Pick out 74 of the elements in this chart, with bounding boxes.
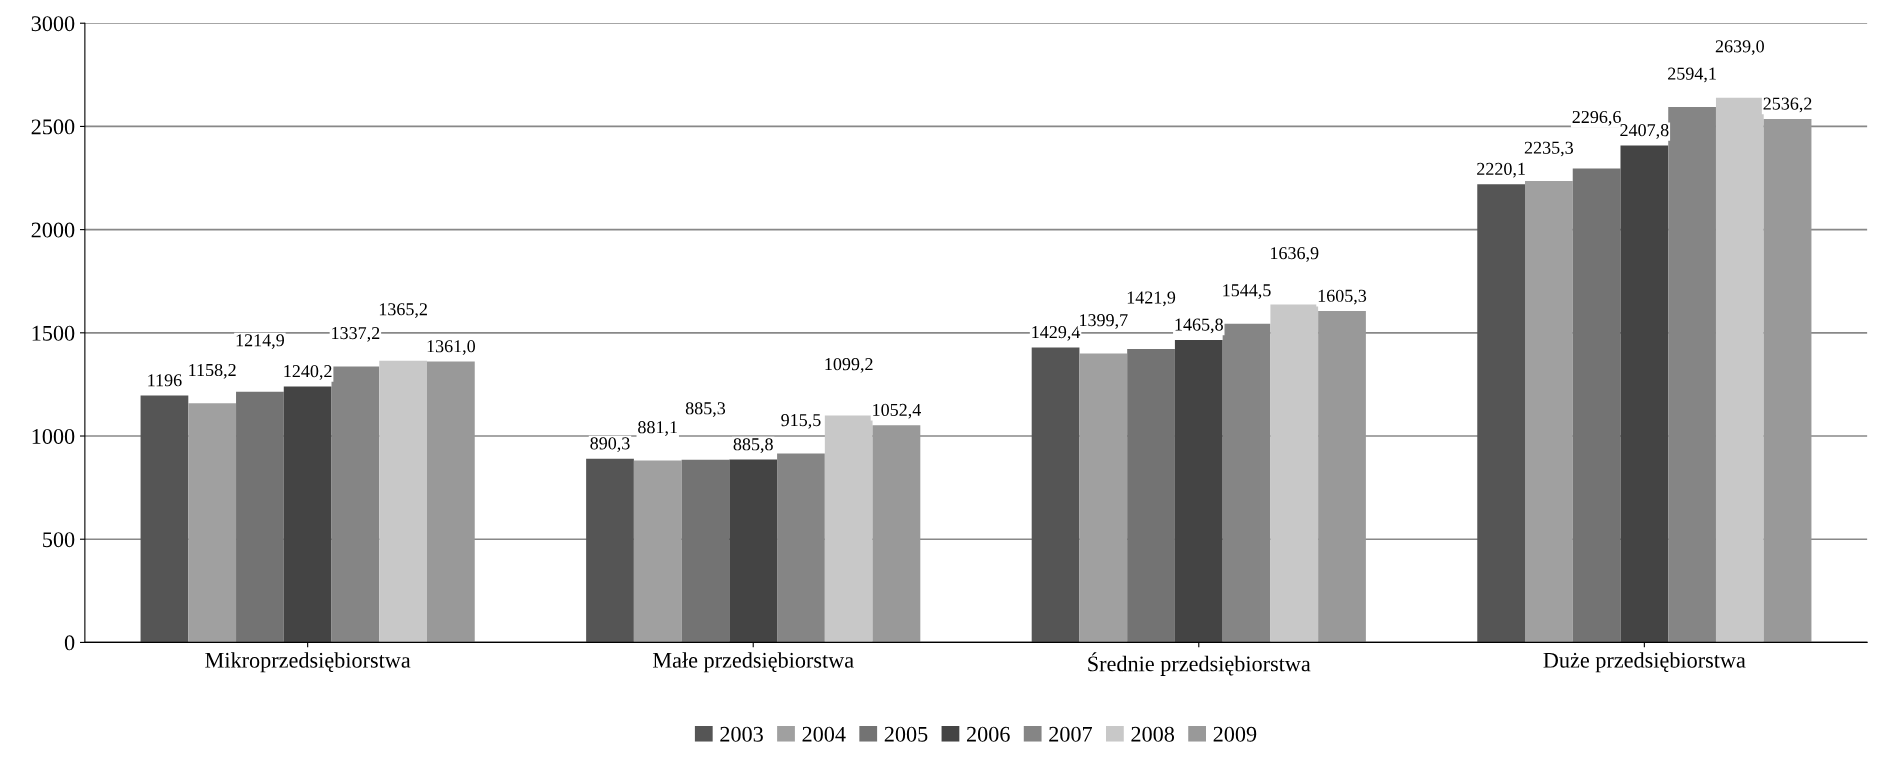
y-tick-label: 2000 (31, 222, 75, 238)
bar (1572, 168, 1621, 643)
data-label: 2639,0 (1715, 40, 1764, 55)
bar (236, 391, 284, 643)
bar (681, 459, 730, 643)
x-tick-label: Małe przedsiębiorstwa (652, 652, 854, 673)
data-label: 2296,6 (1572, 110, 1621, 126)
bar (1079, 353, 1128, 643)
data-label: 2407,8 (1620, 124, 1669, 139)
bar (379, 360, 427, 643)
bar (1222, 323, 1271, 643)
bar (188, 403, 237, 643)
bar (1763, 118, 1812, 643)
legend-label: 2008 (1131, 726, 1175, 742)
legend-label: 2007 (1049, 726, 1093, 742)
data-label: 1361,0 (427, 340, 476, 355)
legend-label: 2006 (966, 726, 1010, 742)
data-label: 1544,5 (1223, 284, 1271, 299)
y-tick-label: 1000 (32, 428, 75, 444)
x-tick-label: Mikroprzedsiębiorstwa (205, 652, 411, 673)
data-label: 2594,1 (1668, 67, 1716, 83)
data-label: 1399,7 (1080, 314, 1128, 329)
data-label: 1605,3 (1318, 289, 1367, 305)
y-tick-label: 500 (43, 532, 75, 548)
legend-label: 2003 (720, 726, 763, 742)
data-label: 1240,2 (284, 365, 332, 380)
y-tick-label: 3000 (31, 16, 75, 32)
bar (140, 395, 189, 643)
legend-label: 2009 (1213, 726, 1257, 742)
legend-label: 2004 (802, 726, 846, 742)
bar (427, 361, 475, 643)
x-tick-label: Średnie przedsiębiorstwa (1088, 652, 1311, 676)
data-label: 1365,2 (379, 303, 427, 318)
x-tick-label: Duże przedsiębiorstwa (1543, 652, 1746, 673)
data-label: 1421,9 (1127, 291, 1176, 307)
data-label: 885,3 (685, 402, 726, 417)
y-tick-label: 0 (64, 635, 75, 651)
bar (1174, 339, 1223, 643)
data-label: 2220,1 (1477, 162, 1525, 178)
bar (1318, 311, 1366, 643)
y-tick-label: 2500 (31, 119, 75, 135)
bar (872, 425, 921, 643)
bar (1477, 184, 1526, 643)
bar (633, 460, 682, 643)
data-label: 1337,2 (332, 327, 380, 342)
data-label: 1214,9 (236, 334, 284, 349)
data-label: 1465,8 (1175, 318, 1223, 334)
data-label: 1052,4 (873, 403, 921, 419)
bar (729, 459, 778, 643)
data-label: 1099,2 (825, 358, 873, 373)
legend-label: 2005 (884, 726, 928, 742)
data-label: 2235,3 (1524, 141, 1573, 157)
data-label: 2536,2 (1763, 97, 1812, 113)
bar (586, 458, 634, 643)
bar (1127, 348, 1175, 643)
bar (1031, 347, 1080, 643)
data-label: 890,3 (590, 437, 630, 453)
data-label: 885,8 (733, 438, 773, 453)
data-label: 881,1 (638, 421, 677, 436)
data-label: 1196 (148, 374, 182, 387)
bar (1668, 107, 1716, 643)
y-tick-label: 1500 (32, 325, 75, 341)
bar (1620, 145, 1669, 643)
data-label: 1636,9 (1271, 247, 1319, 262)
bar (331, 366, 380, 643)
bar (1715, 97, 1764, 643)
data-label: 1429,4 (1032, 326, 1081, 341)
data-label: 915,5 (781, 414, 821, 429)
bar (777, 453, 825, 643)
bar (1525, 181, 1573, 643)
data-label: 1158,2 (189, 363, 236, 379)
bar (283, 386, 332, 643)
bar (1270, 304, 1319, 643)
bar (824, 415, 873, 643)
